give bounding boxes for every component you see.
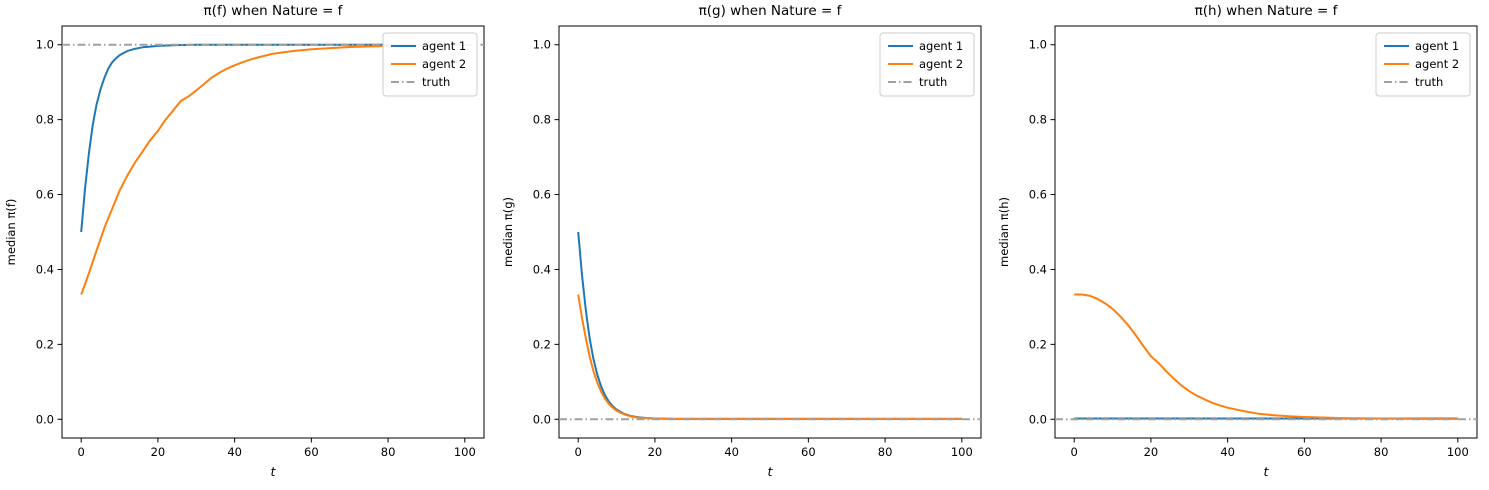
subplot-pi-g: π(g) when Nature = f 0 20 40 60 80 100 0.0 0.2 0.… — [497, 0, 993, 490]
y-tick-label: 1.0 — [1029, 38, 1047, 52]
x-tick-label: 80 — [381, 445, 396, 459]
chart-pi-g: π(g) when Nature = f 0 20 40 60 80 100 0.0 0.2 0.… — [501, 3, 981, 479]
x-axis-label: t — [767, 464, 773, 479]
y-axis-label: median π(h) — [997, 197, 1011, 267]
subplot-pi-f: π(f) when Nature = f 0 20 40 60 80 100 0.0 0.2 0.… — [0, 0, 496, 490]
y-tick-label: 0.0 — [532, 412, 550, 426]
chart-pi-f: π(f) when Nature = f 0 20 40 60 80 100 0.0 0.2 0.… — [4, 3, 485, 479]
axes-frame — [1054, 25, 1478, 439]
chart-title: π(g) when Nature = f — [698, 3, 842, 19]
x-tick-label: 20 — [647, 445, 662, 459]
y-tick-label: 0.2 — [532, 337, 550, 351]
y-tick-label: 0.8 — [1029, 113, 1047, 127]
x-tick-label: 100 — [950, 445, 972, 459]
y-tick-label: 0.0 — [1029, 412, 1047, 426]
y-tick-label: 0.6 — [532, 188, 550, 202]
legend-label: truth — [919, 75, 947, 89]
x-tick-label: 60 — [304, 445, 319, 459]
x-tick-label: 0 — [1071, 445, 1078, 459]
x-axis-label: t — [1264, 464, 1270, 479]
legend-label: agent 2 — [919, 57, 963, 71]
y-tick-label: 0.4 — [532, 262, 550, 276]
axes-frame — [558, 25, 981, 439]
y-tick-label: 0.6 — [1029, 188, 1047, 202]
x-tick-label: 0 — [78, 445, 85, 459]
series-line-agent-1 — [576, 231, 962, 420]
legend-label: agent 2 — [422, 57, 466, 71]
legend-label: agent 1 — [422, 39, 466, 53]
x-tick-label: 20 — [1144, 445, 1159, 459]
legend-box — [1375, 32, 1471, 97]
x-tick-label: 100 — [1447, 445, 1469, 459]
y-tick-label: 0.4 — [1029, 262, 1047, 276]
y-axis-label: median π(f) — [4, 199, 18, 266]
legend-box — [879, 32, 974, 97]
chart-title: π(f) when Nature = f — [204, 3, 344, 19]
y-tick-label: 0.6 — [36, 188, 54, 202]
subplot-pi-h: π(h) when Nature = f 0 20 40 60 80 100 0.0 0.2 0.… — [993, 0, 1489, 490]
x-tick-label: 20 — [151, 445, 166, 459]
series-line-agent-2 — [1074, 293, 1458, 420]
legend-label: truth — [1415, 75, 1443, 89]
x-tick-label: 60 — [1297, 445, 1312, 459]
x-tick-label: 100 — [454, 445, 476, 459]
y-axis-label: median π(g) — [501, 197, 515, 267]
y-tick-label: 0.4 — [36, 262, 54, 276]
x-axis-label: t — [271, 464, 277, 479]
x-tick-label: 40 — [724, 445, 739, 459]
x-tick-label: 40 — [1220, 445, 1235, 459]
legend-label: agent 2 — [1415, 57, 1459, 71]
x-tick-label: 60 — [801, 445, 816, 459]
series-line-agent-2 — [576, 294, 962, 420]
x-tick-label: 40 — [227, 445, 242, 459]
y-tick-label: 1.0 — [36, 38, 54, 52]
y-tick-label: 0.0 — [36, 412, 54, 426]
legend-box — [382, 32, 478, 97]
y-tick-label: 0.2 — [36, 337, 54, 351]
x-tick-label: 0 — [574, 445, 581, 459]
chart-pi-h: π(h) when Nature = f 0 20 40 60 80 100 0.0 0.2 0.… — [997, 3, 1478, 479]
series-line-agent-2 — [80, 43, 465, 295]
x-tick-label: 80 — [877, 445, 892, 459]
legend-label: agent 1 — [1415, 39, 1459, 53]
x-tick-label: 80 — [1374, 445, 1389, 459]
y-tick-label: 0.8 — [36, 113, 54, 127]
legend-label: agent 1 — [919, 39, 963, 53]
axes-frame — [61, 25, 485, 439]
y-tick-label: 0.2 — [1029, 337, 1047, 351]
y-tick-label: 1.0 — [532, 38, 550, 52]
y-tick-label: 0.8 — [532, 113, 550, 127]
legend-label: truth — [422, 75, 450, 89]
chart-title: π(h) when Nature = f — [1195, 3, 1339, 19]
